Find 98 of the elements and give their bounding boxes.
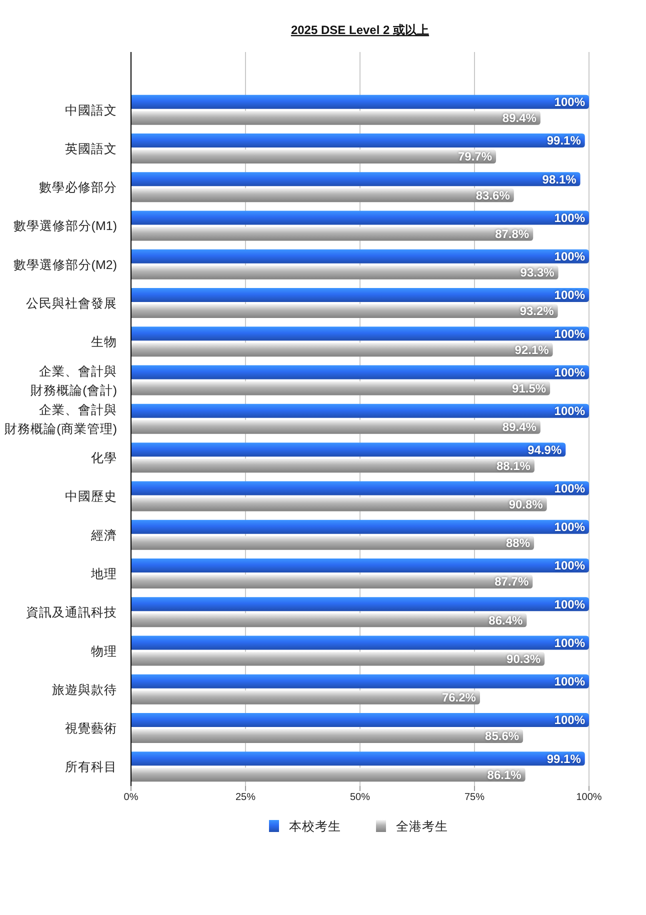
y-tick-label: 資訊及通訊科技 — [26, 606, 117, 620]
bar — [131, 342, 553, 357]
data-label: 100% — [554, 210, 586, 225]
x-tick-label: 50% — [350, 792, 370, 803]
bar — [131, 265, 558, 280]
bar — [131, 404, 589, 418]
data-label: 87.8% — [495, 226, 530, 241]
data-label: 85.6% — [485, 729, 520, 744]
y-tick-label: 英國語文 — [65, 142, 117, 156]
y-tick-label: 旅遊與款待 — [52, 682, 117, 697]
data-label: 83.6% — [476, 188, 510, 202]
data-label: 88.1% — [496, 458, 531, 473]
bar — [131, 652, 545, 666]
bar — [131, 149, 496, 164]
data-label: 89.4% — [502, 420, 537, 434]
y-tick-label: 中國歷史 — [65, 490, 117, 504]
data-label: 99.1% — [546, 752, 582, 766]
bar — [131, 210, 589, 225]
bar — [131, 381, 550, 396]
bar — [131, 613, 527, 628]
y-tick-label: 生物 — [91, 335, 117, 350]
data-label: 93.3% — [520, 266, 555, 280]
data-label: 90.3% — [506, 652, 541, 666]
y-tick-label: 企業、會計與財務概論(會計) — [30, 364, 117, 398]
bar — [131, 636, 589, 650]
data-label: 99.1% — [546, 134, 582, 148]
data-label: 100% — [554, 326, 586, 341]
data-label: 98.1% — [542, 172, 577, 186]
bar — [131, 674, 589, 688]
y-tick-label: 數學必修部分 — [39, 180, 117, 195]
x-tick-label: 75% — [464, 792, 485, 803]
bar — [131, 729, 524, 744]
y-tick-label: 視覺藝術 — [65, 722, 117, 736]
bar — [131, 110, 540, 125]
data-label: 100% — [554, 674, 586, 689]
data-label: 100% — [554, 95, 586, 110]
y-tick-label: 地理 — [90, 566, 117, 581]
x-tick-label: 25% — [235, 792, 256, 803]
data-label: 90.8% — [508, 497, 544, 512]
bar — [131, 690, 480, 704]
bar — [131, 420, 540, 434]
data-label: 100% — [554, 636, 586, 650]
bar — [131, 288, 589, 302]
data-label: 100% — [554, 481, 586, 496]
y-tick-label: 所有科目 — [65, 760, 117, 774]
y-tick-label: 物理 — [91, 644, 117, 658]
y-tick-label: 中國語文 — [65, 103, 117, 118]
bar — [131, 497, 547, 512]
bar — [131, 188, 514, 202]
bar — [131, 94, 589, 109]
bar — [131, 172, 580, 186]
data-label: 100% — [554, 365, 586, 380]
bar — [131, 133, 585, 148]
bar — [131, 768, 526, 782]
data-label: 100% — [554, 404, 586, 418]
bar — [131, 304, 558, 318]
bar — [131, 481, 589, 496]
data-label: 91.5% — [512, 381, 546, 396]
bar — [131, 226, 534, 241]
data-label: 100% — [554, 520, 586, 534]
y-tick-label: 數學選修部分(M2) — [13, 258, 117, 272]
data-label: 89.4% — [502, 111, 537, 126]
data-label: 76.2% — [442, 690, 476, 705]
bar — [131, 326, 589, 341]
data-label: 86.4% — [488, 613, 524, 628]
bar — [131, 536, 534, 550]
bar — [131, 713, 589, 728]
data-label: 92.1% — [514, 342, 550, 357]
y-tick-label: 經濟 — [90, 528, 117, 542]
legend-label: 本校考生 — [289, 820, 341, 834]
data-label: 94.9% — [528, 442, 562, 457]
y-tick-label: 化學 — [91, 451, 117, 466]
bar — [131, 520, 589, 534]
y-tick-label: 企業、會計與財務概論(商業管理) — [4, 402, 117, 436]
data-label: 100% — [554, 713, 586, 728]
bar — [131, 597, 589, 612]
y-tick-label: 數學選修部分(M1) — [13, 219, 117, 234]
x-tick-label: 0% — [124, 792, 138, 803]
bar — [131, 574, 533, 588]
data-label: 88% — [506, 536, 530, 550]
bar — [131, 458, 534, 473]
data-label: 100% — [554, 558, 586, 573]
bar — [131, 249, 589, 264]
chart-title: 2025 DSE Level 2 或以上 — [290, 23, 430, 37]
data-label: 93.2% — [520, 304, 554, 318]
data-label: 86.1% — [487, 768, 522, 782]
data-label: 100% — [554, 597, 586, 612]
data-label: 79.7% — [458, 150, 492, 164]
bar — [131, 558, 589, 572]
legend-label: 全港考生 — [396, 820, 448, 834]
y-tick-label: 公民與社會發展 — [26, 296, 117, 311]
bar — [131, 752, 585, 766]
data-label: 100% — [554, 288, 586, 302]
data-label: 87.7% — [494, 574, 529, 589]
data-label: 100% — [554, 250, 586, 264]
x-tick-label: 100% — [576, 792, 602, 803]
bar — [131, 365, 589, 380]
bar — [131, 442, 566, 457]
